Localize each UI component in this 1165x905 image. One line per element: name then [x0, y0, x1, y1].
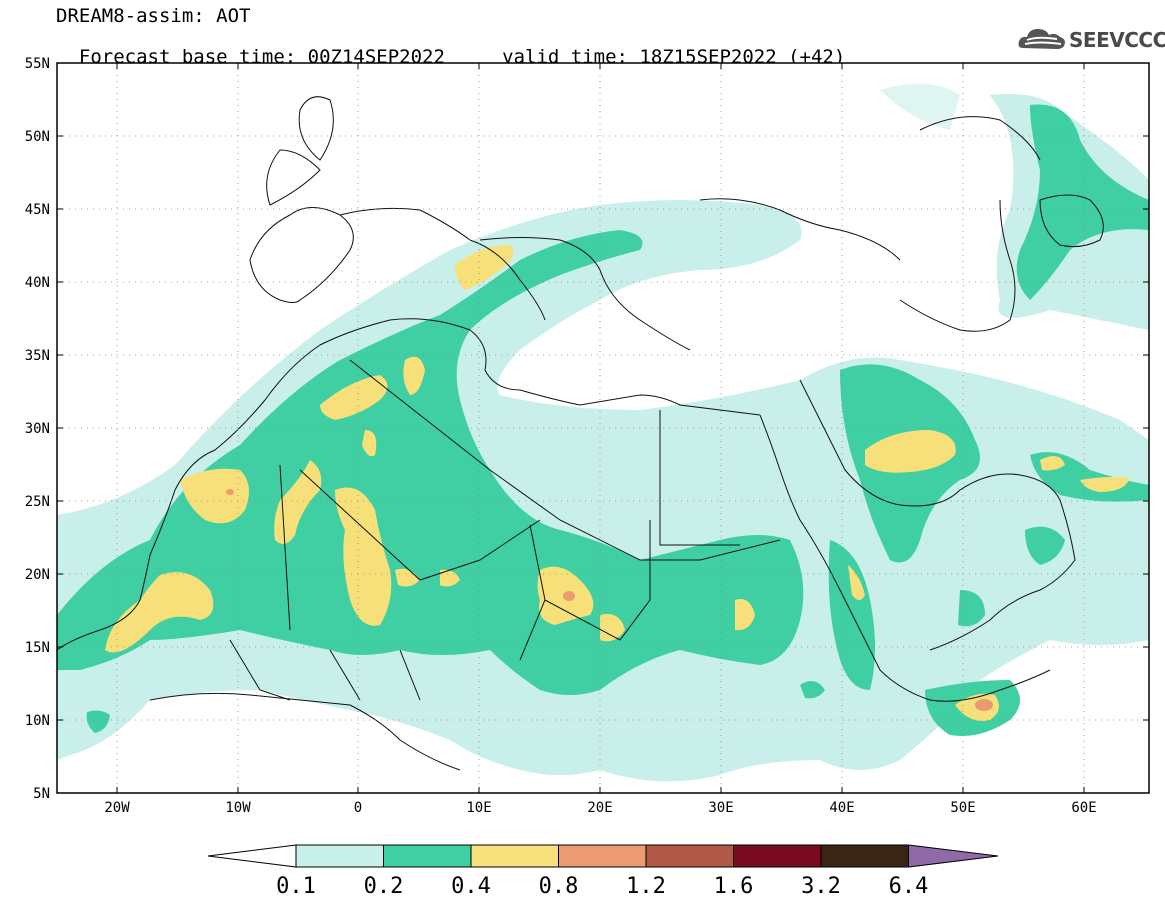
- lat-label: 15N: [25, 640, 50, 656]
- latitude-labels: 55N 50N 45N 40N 35N 30N 25N 20N 15N 10N …: [25, 56, 50, 802]
- valid-time: valid time: 18Z15SEP2022 (+42): [502, 46, 846, 68]
- lon-label: 20W: [104, 800, 130, 816]
- seevccc-logo: SEEVCCC: [1017, 22, 1165, 56]
- lat-label: 25N: [25, 494, 50, 510]
- longitude-labels: 20W 10W 0 10E 20E 30E 40E 50E 60E: [104, 800, 1096, 816]
- lat-label: 20N: [25, 567, 50, 583]
- colorbar-swatch: [470, 844, 559, 868]
- colorbar-swatch: [820, 844, 909, 868]
- colorbar-over-triangle: [908, 844, 999, 868]
- cloud-icon: [1018, 29, 1065, 49]
- lat-label: 55N: [25, 56, 50, 72]
- colorbar-label: 3.2: [801, 874, 841, 899]
- colorbar-label: 1.6: [714, 874, 754, 899]
- lat-label: 35N: [25, 348, 50, 364]
- aot-band-orange: [226, 489, 993, 711]
- colorbar-swatch: [733, 844, 822, 868]
- lon-label: 10W: [225, 800, 251, 816]
- colorbar-label: 0.2: [364, 874, 404, 899]
- map-title: DREAM8-assim: AOT: [56, 5, 251, 27]
- lon-label: 60E: [1071, 800, 1096, 816]
- aot-contours: [57, 83, 1149, 782]
- lon-label: 40E: [829, 800, 854, 816]
- lat-label: 10N: [25, 713, 50, 729]
- lat-label: 40N: [25, 275, 50, 291]
- graticule: [57, 63, 1149, 793]
- colorbar-label: 1.2: [626, 874, 666, 899]
- lat-label: 50N: [25, 129, 50, 145]
- lon-label: 0: [354, 800, 362, 816]
- colorbar-label: 0.4: [451, 874, 491, 899]
- lat-label: 45N: [25, 202, 50, 218]
- aot-band-green: [57, 104, 1149, 736]
- lon-label: 50E: [950, 800, 975, 816]
- colorbar: 0.1 0.2 0.4 0.8 1.2 1.6 3.2 6.4: [207, 844, 999, 899]
- colorbar-swatch: [383, 844, 472, 868]
- lon-label: 10E: [466, 800, 491, 816]
- colorbar-swatch: [645, 844, 734, 868]
- colorbar-label: 6.4: [889, 874, 929, 899]
- coastlines: [57, 96, 1104, 771]
- lon-label: 20E: [587, 800, 612, 816]
- lon-label: 30E: [708, 800, 733, 816]
- lat-label: 30N: [25, 421, 50, 437]
- colorbar-under-triangle: [207, 844, 297, 868]
- time-info: Forecast base time: 00Z14SEP2022 valid t…: [56, 27, 845, 67]
- colorbar-swatch: [295, 844, 384, 868]
- logo-text: SEEVCCC: [1069, 28, 1165, 52]
- colorbar-swatch: [558, 844, 647, 868]
- colorbar-label: 0.1: [276, 874, 316, 899]
- base-time: Forecast base time: 00Z14SEP2022: [78, 46, 445, 68]
- lat-label: 5N: [33, 786, 50, 802]
- colorbar-label: 0.8: [539, 874, 579, 899]
- axis-ticks: [57, 62, 1149, 794]
